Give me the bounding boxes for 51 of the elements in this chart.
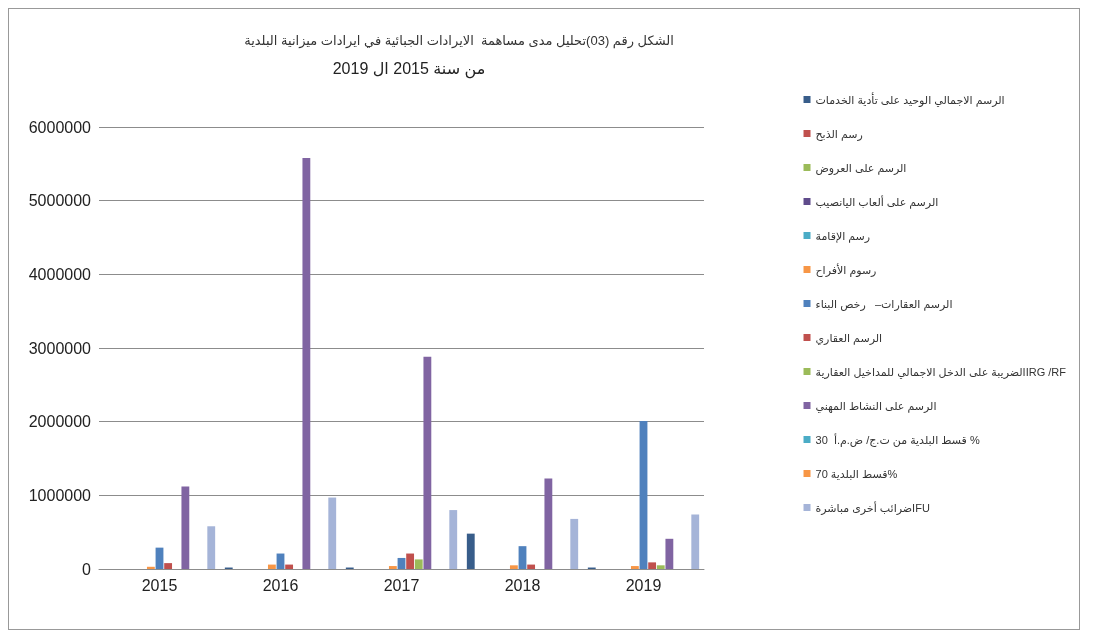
bar (648, 562, 657, 569)
bar (146, 566, 155, 569)
chart-subtitle: من سنة 2015 ال 2019 (332, 59, 486, 79)
x-tick-label: 2019 (625, 576, 662, 594)
bar (570, 518, 579, 569)
y-tick-label: 1000000 (28, 486, 92, 504)
bar (406, 553, 415, 569)
bar (388, 566, 397, 569)
bar (164, 563, 173, 569)
legend-label: ضرائب أخرى مباشرةIFU (815, 500, 930, 515)
legend-label: رسم الذبح (815, 127, 863, 141)
legend-label: قسط البلدية 70% (815, 467, 898, 480)
bar (691, 514, 700, 569)
legend-label: رسوم الأفراح (815, 262, 877, 277)
bar (518, 546, 527, 569)
y-tick-label: 6000000 (28, 118, 92, 136)
legend-label: رسم الإقامة (815, 229, 871, 243)
y-tick-label: 5000000 (28, 192, 92, 210)
y-tick-label: 0 (82, 560, 92, 578)
y-tick-label: 3000000 (28, 339, 92, 357)
x-tick-label: 2017 (383, 576, 420, 594)
x-tick-label: 2018 (504, 576, 541, 594)
bar (656, 565, 665, 569)
bar (302, 157, 311, 569)
bar (414, 559, 423, 569)
bar (449, 510, 458, 569)
x-tick-label: 2016 (262, 576, 299, 594)
legend-label: الرسم على العروض (815, 161, 907, 175)
bar (207, 526, 216, 569)
legend-label: الرسم على ألعاب اليانصيب (815, 194, 939, 209)
legend-label: قسط البلدية من ت.ج/ ض.م.أ 30 % (815, 432, 980, 447)
bar (665, 538, 674, 569)
x-tick-label: 2015 (141, 576, 178, 594)
y-tick-label: 2000000 (28, 413, 92, 431)
bar (328, 497, 337, 569)
bar (285, 564, 294, 569)
legend-label: الرسم العقاري (815, 331, 883, 345)
bar (544, 478, 553, 569)
chart-title: الشكل رقم (03)تحليل مدى مساهمة الايرادات الجبائية في ايرادات ميزانية البلدية (244, 33, 674, 49)
bar (181, 486, 190, 569)
legend-label: الرسم العقارات– رخص البناء (815, 297, 953, 311)
bar (527, 564, 536, 569)
bar (509, 565, 518, 569)
legend-label: الضريبة على الدخل الاجمالي للمداخيل العقاريةIRG /RF (815, 365, 1067, 379)
bar (466, 533, 475, 569)
legend-label: الرسم الاجمالي الوحيد على تأدية الخدمات (815, 91, 1005, 107)
bar (630, 566, 639, 569)
y-tick-label: 4000000 (28, 265, 92, 283)
legend-label: الرسم على النشاط المهني (815, 399, 937, 413)
bar (267, 564, 276, 569)
bar (423, 356, 432, 569)
